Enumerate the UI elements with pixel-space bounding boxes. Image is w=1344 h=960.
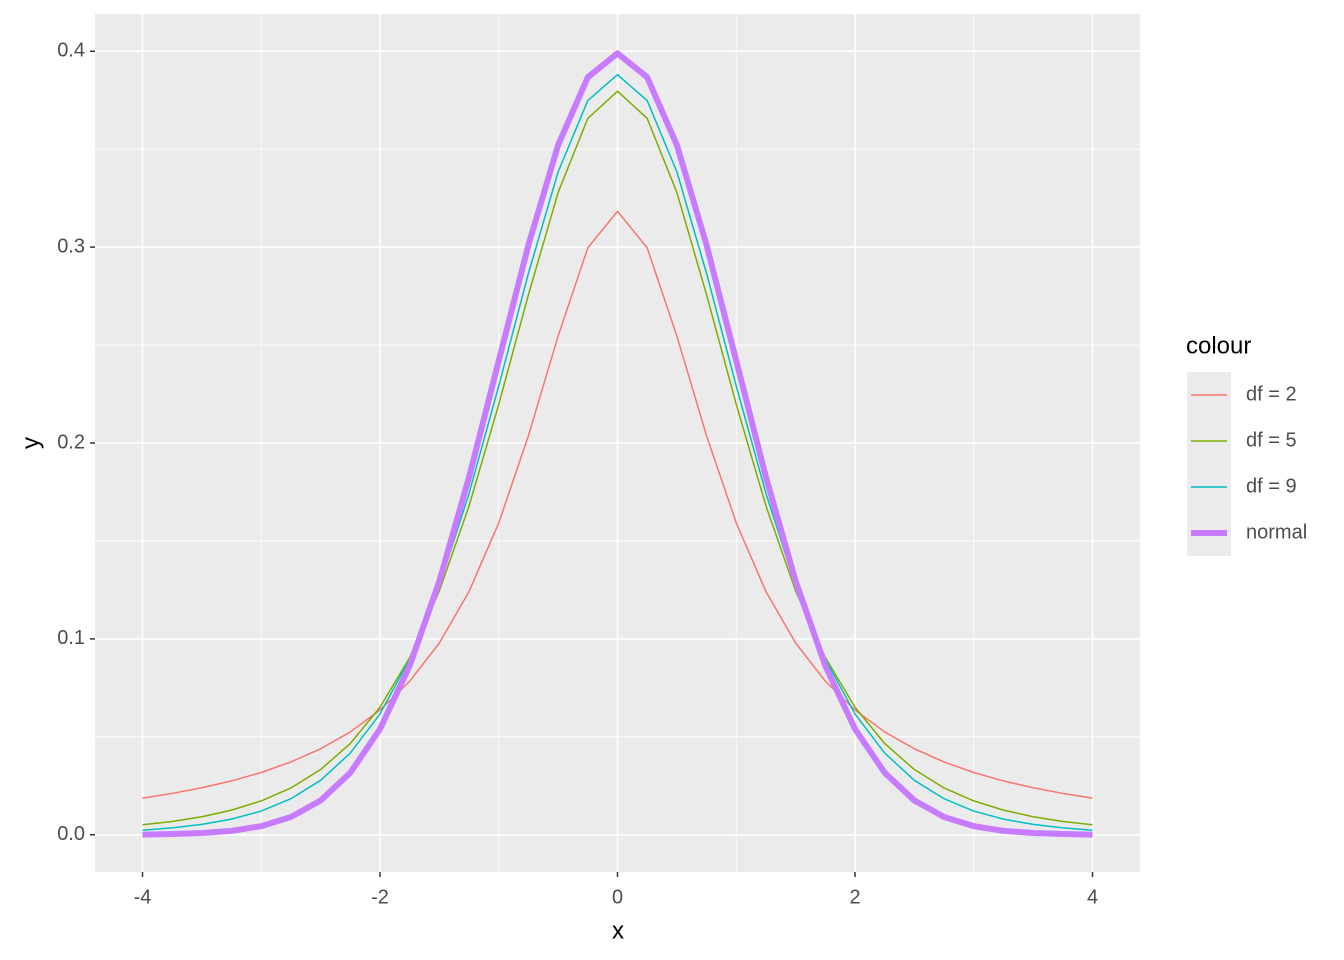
line-series	[142, 73, 1093, 832]
x-axis-label: x	[612, 917, 624, 944]
x-tick-label: 2	[849, 886, 860, 908]
y-tick-label: 0.3	[57, 235, 85, 257]
y-tick-label: 0.1	[57, 627, 85, 649]
x-tick-label: -2	[371, 886, 389, 908]
legend-label: df = 2	[1246, 383, 1297, 405]
y-tick-label: 0.2	[57, 431, 85, 453]
x-tick-label: 4	[1087, 886, 1098, 908]
legend-title: colour	[1186, 332, 1251, 359]
line-series	[142, 90, 1093, 826]
legend-label: df = 5	[1246, 429, 1297, 451]
y-axis-label: y	[17, 437, 44, 449]
line-series	[142, 210, 1093, 799]
y-tick-label: 0.4	[57, 40, 85, 62]
line-series	[142, 50, 1093, 838]
y-tick-label: 0.0	[57, 823, 85, 845]
legend-label: df = 9	[1246, 475, 1297, 497]
x-tick-label: -4	[134, 886, 152, 908]
legend-label: normal	[1246, 521, 1307, 543]
x-tick-label: 0	[612, 886, 623, 908]
